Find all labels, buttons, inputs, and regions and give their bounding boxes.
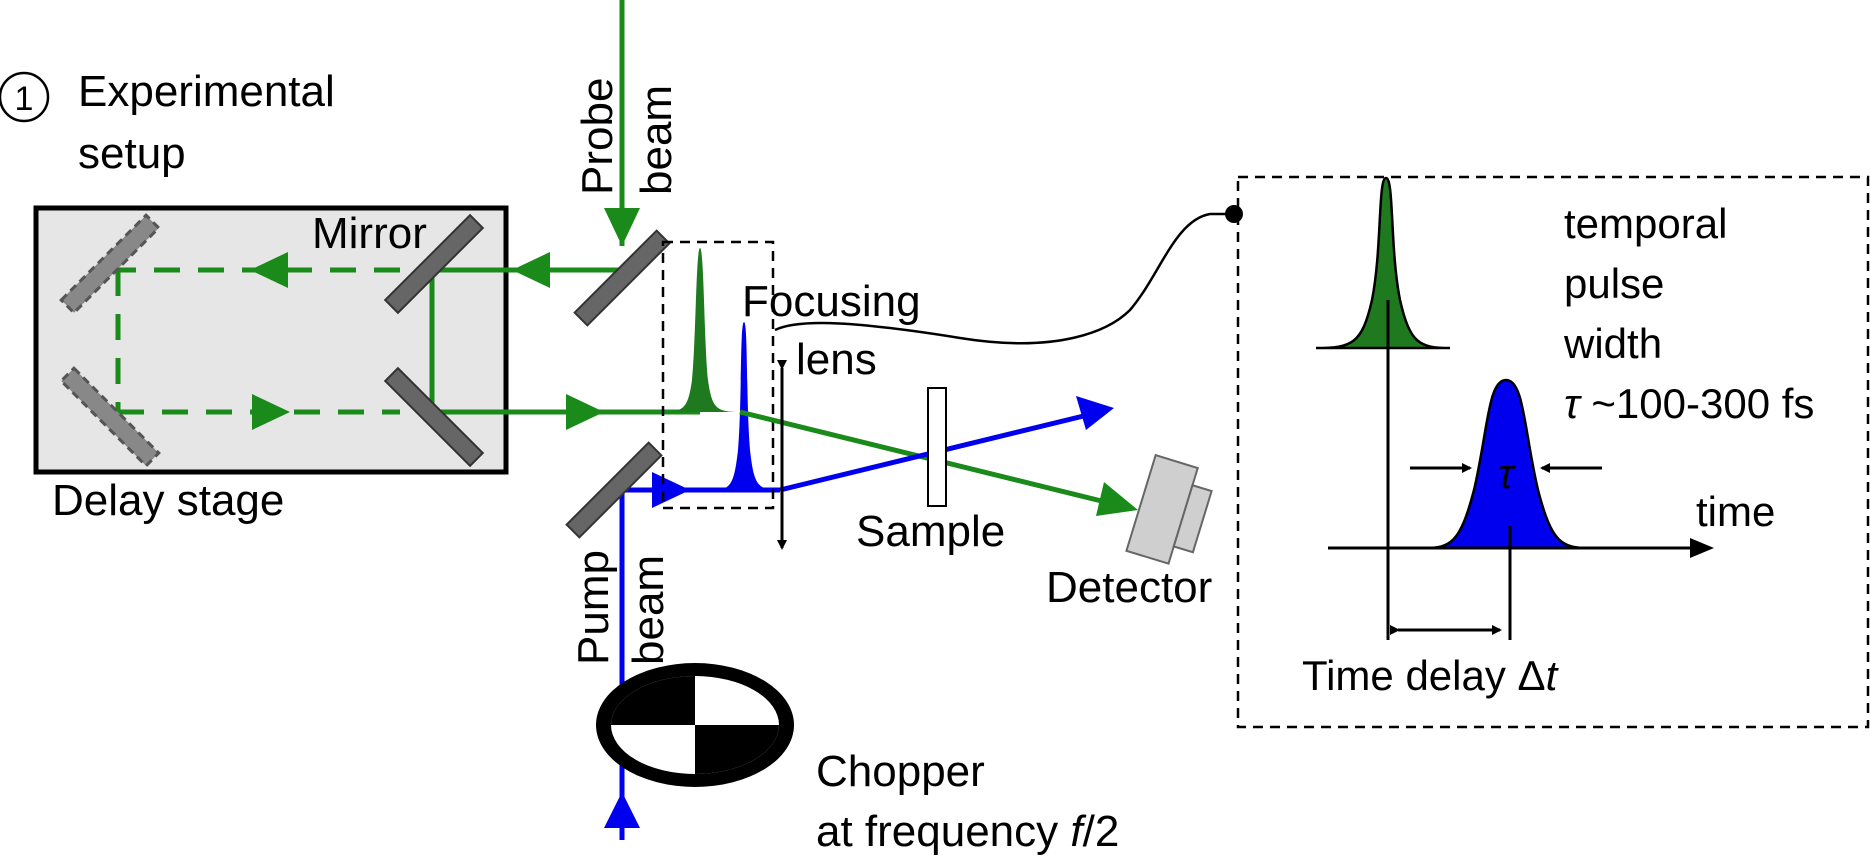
- time-axis-label: time: [1696, 488, 1775, 535]
- chopper-wheel: [596, 663, 794, 787]
- title-line1: Experimental: [78, 67, 335, 116]
- probe-arrow-left: [512, 252, 550, 288]
- step-badge: 1: [0, 71, 50, 123]
- step-number: 1: [15, 80, 34, 118]
- chopper-label-line2: at frequency f/2: [816, 807, 1119, 856]
- probe-arrow-detector: [1096, 482, 1138, 516]
- title-line2: setup: [78, 129, 186, 178]
- probe-beam-label-line2: beam: [632, 85, 681, 195]
- tau-marker: τ: [1498, 450, 1516, 497]
- focusing-lens-label-line2: lens: [796, 335, 877, 384]
- time-delay-label: Time delay Δt: [1302, 652, 1560, 699]
- stage-mirror-top: [59, 213, 161, 315]
- stage-mirror-bottom: [59, 366, 161, 468]
- chopper-label-line1: Chopper: [816, 747, 985, 796]
- dashed-arrow-right: [252, 394, 290, 430]
- pump-arrow-out: [1076, 396, 1114, 430]
- dashed-arrow-left: [250, 252, 288, 288]
- probe-pulse-small: [662, 248, 740, 412]
- sample-label: Sample: [856, 507, 1005, 556]
- pump-arrow-right: [652, 472, 690, 508]
- sample-slab: [927, 387, 947, 507]
- probe-beam-label-line1: Probe: [573, 78, 622, 195]
- probe-arrow-down: [604, 208, 640, 246]
- pump-arrow-up: [604, 792, 640, 828]
- inset-box: [1236, 175, 1870, 729]
- probe-arrow-right: [566, 394, 604, 430]
- pulse-desc-line4: τ ~100-300 fs: [1564, 380, 1814, 427]
- probe-beamsplitter: [573, 229, 671, 327]
- time-axis-arrow: [1690, 538, 1714, 558]
- mirror-label: Mirror: [312, 209, 427, 258]
- delay-stage-label: Delay stage: [52, 476, 284, 525]
- pulse-desc-line3: width: [1563, 320, 1662, 367]
- pump-beam-label-line2: beam: [624, 555, 673, 665]
- pulse-desc-line2: pulse: [1564, 260, 1664, 307]
- probe-pulse-large: [1315, 176, 1451, 350]
- mirror-top: [383, 213, 485, 315]
- pulse-desc-line1: temporal: [1564, 200, 1727, 247]
- detector-icon: [1125, 453, 1213, 565]
- pulse-zoom-box: [661, 240, 775, 510]
- zoom-connector: [774, 212, 1234, 345]
- pump-pulse-large: [1423, 378, 1591, 550]
- pump-mirror: [565, 441, 663, 539]
- detector-label: Detector: [1046, 563, 1212, 612]
- mirror-bottom: [383, 366, 485, 468]
- pump-beam-label-line1: Pump: [569, 550, 618, 665]
- connector-dot: [1225, 205, 1243, 223]
- pump-pulse-small: [712, 322, 780, 490]
- focusing-lens-label-line1: Focusing: [742, 277, 921, 326]
